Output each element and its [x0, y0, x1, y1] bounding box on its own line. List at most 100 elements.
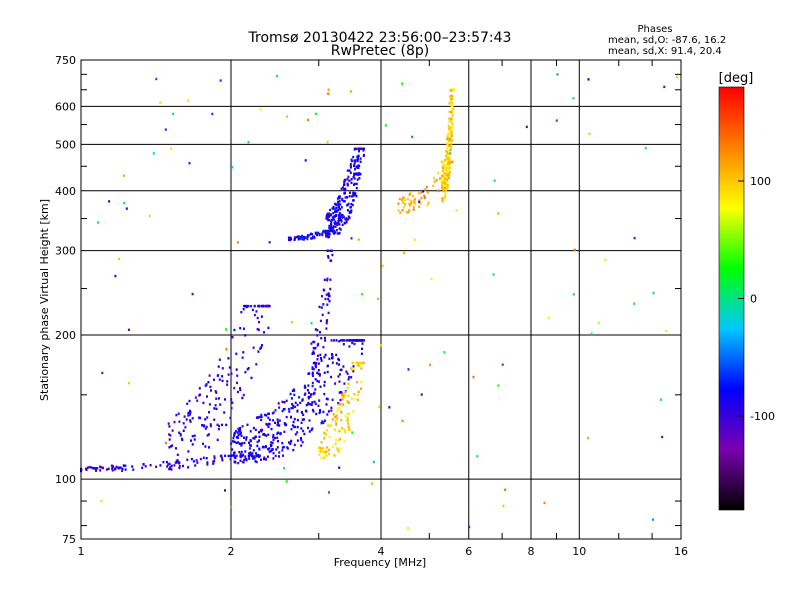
- data-point: [572, 97, 575, 100]
- data-point: [244, 334, 247, 337]
- data-point: [255, 455, 258, 458]
- data-point: [338, 227, 341, 230]
- data-point: [320, 422, 323, 425]
- data-point: [407, 527, 410, 530]
- data-point: [311, 401, 314, 404]
- data-point: [243, 304, 246, 308]
- data-point: [152, 152, 155, 155]
- data-point: [317, 231, 320, 234]
- data-point: [187, 414, 190, 417]
- data-point: [231, 401, 234, 404]
- data-point: [127, 328, 130, 331]
- data-point: [327, 256, 330, 259]
- data-point: [337, 448, 339, 452]
- data-point: [267, 304, 270, 308]
- data-point: [353, 342, 356, 346]
- data-point: [169, 467, 172, 470]
- data-point: [182, 429, 185, 432]
- data-point: [435, 178, 438, 182]
- data-point: [291, 402, 293, 406]
- data-point: [339, 215, 342, 218]
- data-point: [441, 199, 443, 202]
- data-point: [311, 367, 314, 370]
- data-point: [326, 217, 329, 220]
- data-point: [355, 172, 358, 175]
- data-point: [420, 191, 423, 194]
- data-point: [343, 188, 345, 192]
- data-point: [347, 401, 350, 404]
- data-point: [354, 159, 357, 162]
- data-point: [328, 224, 331, 228]
- data-point: [334, 442, 337, 445]
- data-point: [442, 178, 445, 181]
- data-point: [352, 367, 355, 371]
- data-point: [325, 450, 328, 453]
- data-point: [236, 431, 239, 434]
- data-point: [315, 365, 317, 369]
- data-point: [307, 395, 310, 399]
- data-point: [207, 433, 210, 436]
- data-point: [223, 411, 226, 414]
- data-point: [99, 466, 102, 469]
- data-point: [176, 461, 179, 464]
- data-point: [215, 397, 218, 400]
- data-point: [304, 392, 307, 395]
- data-point: [233, 328, 236, 332]
- data-point: [260, 418, 263, 422]
- data-point: [347, 218, 350, 221]
- data-point: [276, 432, 279, 435]
- data-point: [444, 182, 447, 186]
- data-point: [440, 181, 443, 184]
- data-point: [254, 460, 257, 463]
- data-point: [169, 434, 172, 437]
- data-point: [441, 170, 444, 173]
- data-point: [449, 148, 452, 151]
- data-point: [426, 191, 429, 194]
- data-point: [257, 328, 260, 332]
- data-point: [334, 202, 336, 206]
- data-point: [170, 464, 173, 467]
- data-point: [172, 112, 175, 116]
- colorbar-tick-label: 100: [750, 175, 771, 188]
- data-point: [317, 369, 320, 372]
- data-point: [338, 340, 341, 343]
- data-point: [299, 237, 302, 240]
- data-point: [291, 321, 294, 324]
- data-point: [334, 415, 337, 419]
- data-point: [320, 447, 323, 450]
- data-point: [447, 170, 450, 173]
- data-point: [124, 464, 127, 467]
- data-point: [328, 212, 331, 215]
- data-point: [444, 193, 446, 196]
- data-point: [242, 453, 245, 456]
- data-point: [342, 403, 345, 406]
- data-point: [347, 339, 350, 342]
- data-point: [450, 142, 453, 145]
- data-point: [268, 447, 271, 450]
- data-point: [446, 147, 449, 150]
- data-point: [308, 419, 311, 422]
- data-point: [308, 391, 310, 395]
- data-point: [302, 418, 305, 421]
- data-point: [313, 361, 316, 364]
- data-point: [331, 398, 334, 401]
- data-point: [337, 208, 340, 212]
- data-point: [313, 340, 316, 344]
- data-points: [80, 73, 679, 530]
- data-point: [451, 94, 453, 98]
- data-point: [265, 458, 267, 461]
- data-point: [276, 75, 279, 78]
- data-point: [333, 210, 336, 213]
- data-point: [343, 222, 346, 225]
- data-point: [341, 213, 344, 217]
- y-tick-label: 100: [55, 473, 76, 486]
- data-point: [493, 179, 496, 182]
- data-point: [356, 155, 359, 158]
- data-point: [315, 232, 318, 235]
- data-point: [260, 458, 262, 461]
- data-point: [250, 304, 253, 308]
- data-point: [285, 399, 288, 402]
- data-point: [233, 451, 236, 454]
- data-point: [300, 444, 303, 447]
- data-point: [299, 236, 302, 239]
